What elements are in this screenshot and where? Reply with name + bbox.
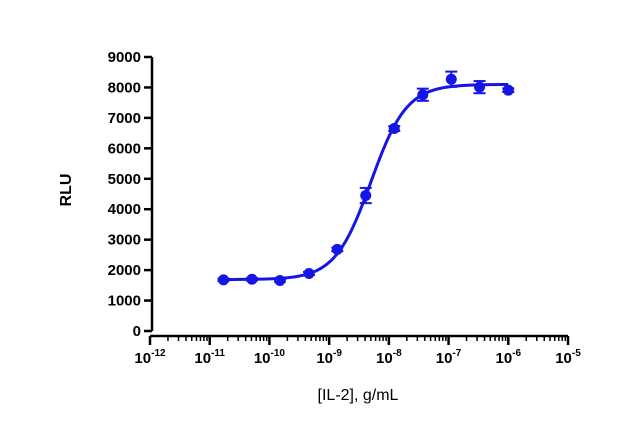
y-axis-title: RLU [58,174,75,207]
x-tick-label: 10-12 [134,348,166,367]
x-tick-label: 10-10 [254,348,286,367]
x-tick-label: 10-6 [495,348,521,367]
data-point [217,274,229,286]
data-point [274,274,286,286]
y-tick-label: 4000 [108,201,141,218]
x-axis-title: [IL-2], g/mL [318,387,399,404]
y-tick-label: 1000 [108,293,141,310]
fit-curve-group [223,82,509,281]
y-tick-label: 8000 [108,79,141,96]
y-tick-label: 5000 [108,171,141,188]
data-point [331,243,343,255]
y-tick-label: 6000 [108,140,141,157]
x-tick-label: 10-11 [194,348,225,367]
x-tick-label: 10-8 [376,348,402,367]
y-tick-label: 0 [133,323,141,340]
y-tick-label: 9000 [108,49,141,66]
y-axis: 0 1000 2000 3000 4000 5000 6000 7000 8000 9000 [108,49,154,340]
x-tick-label: 10-5 [555,348,581,367]
data-point [246,273,258,285]
fit-curve [223,82,509,281]
x-axis: 10-12 10-11 10-10 10-9 10-8 10-7 10-6 10-5 [134,334,581,367]
data-point [303,267,315,279]
data-point [502,84,514,96]
x-tick-label: 10-7 [436,348,462,367]
data-point [474,81,486,93]
data-points-group [217,70,515,286]
data-point [417,89,429,101]
data-point [360,190,372,202]
data-point [445,73,457,85]
x-tick-label: 10-9 [316,348,342,367]
y-tick-label: 7000 [108,110,141,127]
y-tick-label: 2000 [108,262,141,279]
y-tick-label: 3000 [108,232,141,249]
data-point [388,123,400,135]
